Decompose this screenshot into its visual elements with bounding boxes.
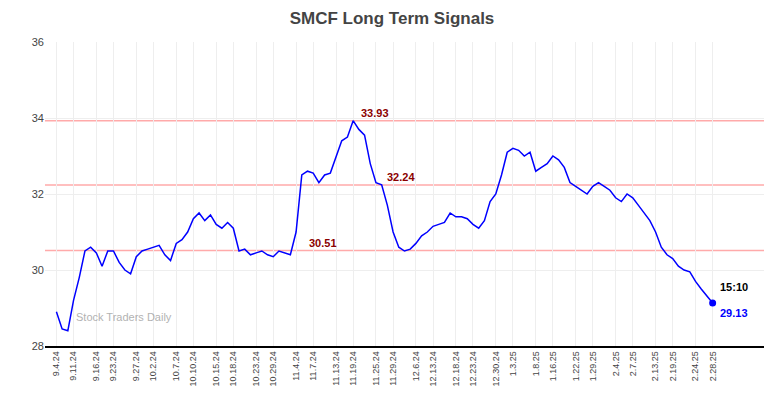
svg-text:9.27.24: 9.27.24 <box>131 351 141 381</box>
svg-text:11.25.24: 11.25.24 <box>371 351 381 385</box>
svg-text:34: 34 <box>32 112 44 124</box>
svg-text:1.16.25: 1.16.25 <box>548 351 558 381</box>
svg-text:33.93: 33.93 <box>361 107 389 119</box>
svg-text:2.4.25: 2.4.25 <box>611 351 621 376</box>
svg-text:12.6.24: 12.6.24 <box>411 351 421 381</box>
svg-text:36: 36 <box>32 36 44 48</box>
svg-text:10.23.24: 10.23.24 <box>251 351 261 386</box>
svg-text:30.51: 30.51 <box>309 237 337 249</box>
svg-text:1.29.25: 1.29.25 <box>588 351 598 381</box>
svg-text:9.23.24: 9.23.24 <box>108 351 118 381</box>
svg-text:SMCF Long Term Signals: SMCF Long Term Signals <box>290 9 495 28</box>
svg-text:2.13.25: 2.13.25 <box>651 351 661 381</box>
svg-text:32: 32 <box>32 188 44 200</box>
svg-text:9.4.24: 9.4.24 <box>51 351 61 376</box>
svg-text:2.7.25: 2.7.25 <box>628 351 638 376</box>
svg-text:10.18.24: 10.18.24 <box>228 351 238 386</box>
svg-text:11.13.24: 11.13.24 <box>331 351 341 385</box>
svg-text:10.10.24: 10.10.24 <box>188 351 198 386</box>
svg-text:28: 28 <box>32 340 44 352</box>
svg-text:12.23.24: 12.23.24 <box>468 351 478 386</box>
svg-text:2.19.25: 2.19.25 <box>668 351 678 381</box>
svg-text:11.19.24: 11.19.24 <box>348 351 358 385</box>
svg-text:32.24: 32.24 <box>387 171 415 183</box>
svg-text:2.24.25: 2.24.25 <box>690 351 700 381</box>
svg-text:12.13.24: 12.13.24 <box>428 351 438 386</box>
svg-text:30: 30 <box>32 264 44 276</box>
svg-text:10.29.24: 10.29.24 <box>268 351 278 386</box>
svg-text:9.11.24: 9.11.24 <box>68 351 78 380</box>
svg-text:12.18.24: 12.18.24 <box>451 351 461 386</box>
svg-text:11.29.24: 11.29.24 <box>388 351 398 385</box>
svg-text:1.8.25: 1.8.25 <box>531 351 541 376</box>
svg-text:10.7.24: 10.7.24 <box>171 351 181 381</box>
svg-text:1.3.25: 1.3.25 <box>508 351 518 376</box>
svg-text:15:10: 15:10 <box>720 281 748 293</box>
svg-text:9.16.24: 9.16.24 <box>91 351 101 381</box>
svg-text:11.7.24: 11.7.24 <box>308 351 318 380</box>
svg-text:10.15.24: 10.15.24 <box>211 351 221 386</box>
svg-text:2.28.25: 2.28.25 <box>708 351 718 381</box>
svg-text:10.2.24: 10.2.24 <box>148 351 158 381</box>
svg-text:11.4.24: 11.4.24 <box>291 351 301 380</box>
svg-text:1.22.25: 1.22.25 <box>571 351 581 381</box>
svg-text:29.13: 29.13 <box>720 307 748 319</box>
svg-text:12.30.24: 12.30.24 <box>491 351 501 386</box>
svg-text:Stock Traders Daily: Stock Traders Daily <box>76 311 172 323</box>
